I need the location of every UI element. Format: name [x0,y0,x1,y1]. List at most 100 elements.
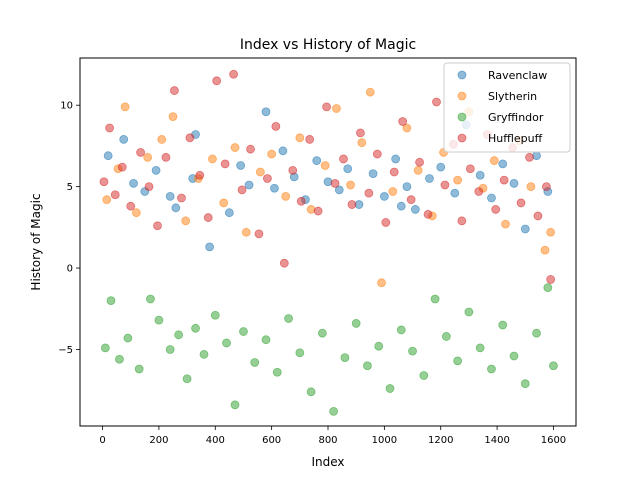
data-point [165,345,175,354]
data-point [498,320,508,330]
data-point [123,333,133,343]
data-point [267,149,277,159]
data-point [396,201,406,211]
data-point [474,187,484,196]
data-point [464,307,474,317]
data-point [457,216,467,226]
data-point [230,400,240,410]
data-point [205,242,215,252]
data-point [263,174,272,183]
data-point [105,123,114,133]
legend-label: Hufflepuff [488,132,543,145]
data-point [210,310,220,320]
data-point [208,154,217,164]
data-point [499,175,509,185]
legend-label: Gryffindor [488,111,544,124]
data-point [410,205,420,214]
data-point [182,374,192,384]
data-point [270,183,279,193]
data-point [119,135,129,144]
data-point [385,384,395,393]
data-point [296,196,306,206]
data-point [365,87,375,97]
legend-marker [457,133,467,143]
data-point [151,165,161,175]
data-point [356,128,365,138]
data-point [322,102,331,112]
data-point [284,314,293,323]
data-point [117,162,127,172]
legend-label: Ravenclaw [488,69,547,82]
data-point [391,154,401,164]
data-point [236,161,246,170]
data-point [222,338,231,348]
data-point [230,143,240,152]
data-point [199,349,209,359]
data-point [191,323,200,333]
data-point [241,227,251,237]
data-point [532,328,541,338]
data-point [402,182,412,192]
data-point [271,121,281,131]
data-point [364,188,374,198]
data-point [239,327,248,336]
data-point [244,180,254,190]
data-point [334,185,344,195]
data-point [305,135,315,144]
data-point [525,152,534,162]
data-point [295,133,305,143]
data-point [379,192,389,201]
data-point [489,156,499,165]
data-point [430,294,440,304]
data-point [532,151,541,161]
data-point [134,364,144,374]
x-tick-label: 600 [262,435,281,446]
data-point [261,107,271,117]
legend-marker [457,91,467,101]
data-point [170,86,179,95]
chart-title: Index vs History of Magic [240,37,416,53]
data-point [351,319,361,328]
data-point [250,358,260,367]
data-point [441,332,451,341]
data-point [415,157,424,167]
data-point [99,177,109,187]
data-point [389,167,399,177]
x-tick-label: 1400 [484,435,509,446]
legend-box [443,62,571,153]
data-point [368,169,378,179]
data-point [396,325,406,335]
data-point [115,354,124,364]
data-point [520,224,530,234]
series-slytherin [102,87,556,288]
data-point [374,341,384,351]
data-point [288,165,298,175]
data-point [103,151,113,161]
y-tick-label: 0 [67,264,73,275]
data-point [546,275,556,284]
data-point [406,195,416,205]
data-point [491,205,501,214]
data-point [203,213,213,222]
data-point [219,198,229,208]
data-point [185,133,195,143]
data-point [220,159,230,169]
data-point [346,180,355,190]
data-point [120,102,130,112]
y-axis: −5 0 5 10 [58,101,80,356]
x-tick-label: 1600 [541,435,566,446]
legend: Ravenclaw Slytherin Gryffindor Hufflepuff [443,62,571,153]
data-point [526,182,536,192]
points-layer [99,69,558,416]
data-point [144,182,154,192]
data-point [323,177,333,187]
y-tick-label: 10 [60,101,73,112]
data-point [436,162,446,172]
data-point [106,296,116,306]
data-point [363,361,372,371]
x-tick-label: 800 [318,435,337,446]
data-point [540,245,550,255]
data-point [475,170,485,180]
data-point [347,200,357,209]
